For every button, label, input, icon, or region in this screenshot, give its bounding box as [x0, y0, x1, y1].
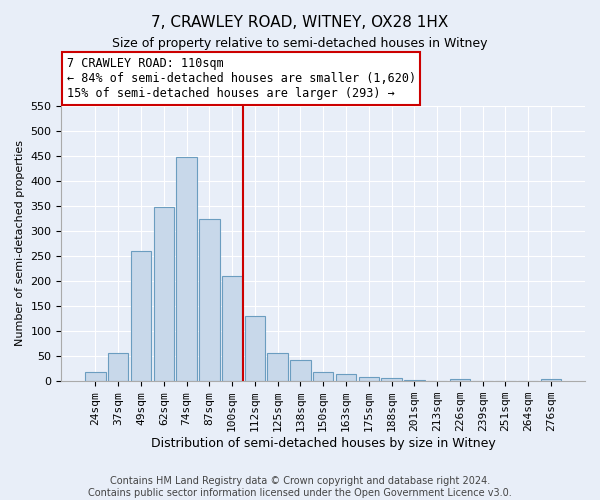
Bar: [176, 158, 197, 381]
Bar: [313, 372, 334, 381]
Text: 7 CRAWLEY ROAD: 110sqm
← 84% of semi-detached houses are smaller (1,620)
15% of : 7 CRAWLEY ROAD: 110sqm ← 84% of semi-det…: [67, 57, 416, 100]
Bar: [108, 352, 128, 381]
Text: Contains HM Land Registry data © Crown copyright and database right 2024.
Contai: Contains HM Land Registry data © Crown c…: [88, 476, 512, 498]
Bar: [381, 378, 402, 381]
Text: Size of property relative to semi-detached houses in Witney: Size of property relative to semi-detach…: [112, 38, 488, 51]
Bar: [222, 276, 242, 381]
Bar: [541, 379, 561, 381]
Bar: [131, 251, 151, 381]
Bar: [336, 374, 356, 381]
Bar: [449, 378, 470, 381]
Bar: [404, 380, 425, 381]
Bar: [245, 316, 265, 381]
Bar: [154, 208, 174, 381]
X-axis label: Distribution of semi-detached houses by size in Witney: Distribution of semi-detached houses by …: [151, 437, 496, 450]
Text: 7, CRAWLEY ROAD, WITNEY, OX28 1HX: 7, CRAWLEY ROAD, WITNEY, OX28 1HX: [151, 15, 449, 30]
Bar: [85, 372, 106, 381]
Bar: [290, 360, 311, 381]
Y-axis label: Number of semi-detached properties: Number of semi-detached properties: [15, 140, 25, 346]
Bar: [199, 220, 220, 381]
Bar: [268, 352, 288, 381]
Bar: [359, 376, 379, 381]
